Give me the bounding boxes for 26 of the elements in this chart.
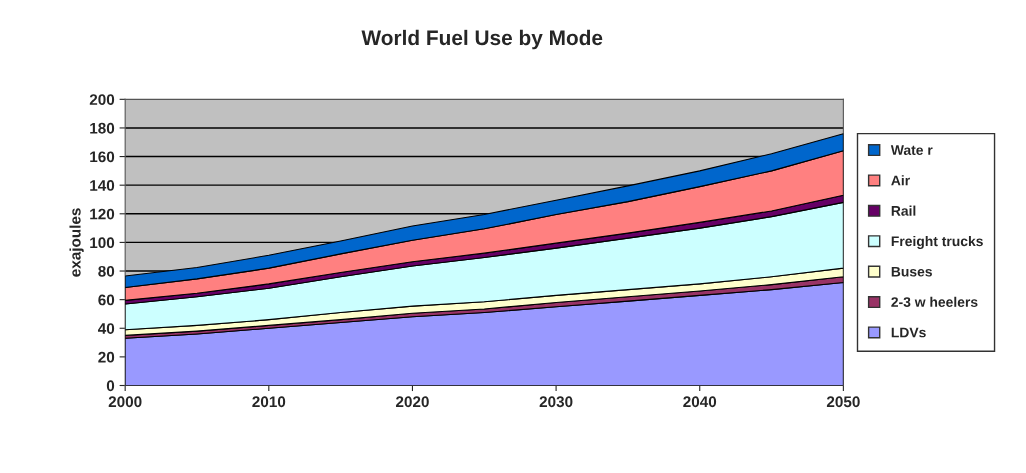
- y-tick-label: 200: [89, 94, 115, 106]
- x-tick-label: 2040: [683, 396, 717, 408]
- y-tick-label: 0: [106, 380, 115, 392]
- y-tick-label: 100: [90, 237, 115, 249]
- y-tick-label: 60: [98, 294, 115, 306]
- y-tick-label: 40: [98, 323, 115, 334]
- legend-label: Freight trucks: [891, 235, 983, 249]
- legend-label: 2-3 w heelers: [891, 296, 978, 307]
- legend-label: Wate r: [890, 145, 933, 155]
- chart-title: World Fuel Use by Mode: [361, 29, 603, 50]
- y-tick-label: 140: [90, 180, 115, 191]
- legend-label: Rail: [891, 205, 916, 216]
- legend-label: Air: [891, 175, 910, 186]
- x-tick-label: 2050: [826, 396, 860, 408]
- y-tick-label: 160: [90, 151, 115, 163]
- x-tick-label: 2010: [252, 396, 286, 408]
- y-tick-label: 120: [90, 208, 115, 220]
- legend-label: LDVs: [891, 327, 926, 338]
- y-tick-label: 180: [90, 122, 115, 134]
- y-tick-label: 80: [98, 265, 115, 277]
- x-tick-label: 2020: [395, 396, 429, 408]
- y-axis-title: exajoules: [69, 208, 84, 277]
- y-tick-label: 20: [98, 351, 115, 363]
- x-tick-label: 2030: [539, 396, 573, 408]
- x-tick-label: 2000: [108, 396, 142, 408]
- legend-label: Buses: [891, 266, 932, 277]
